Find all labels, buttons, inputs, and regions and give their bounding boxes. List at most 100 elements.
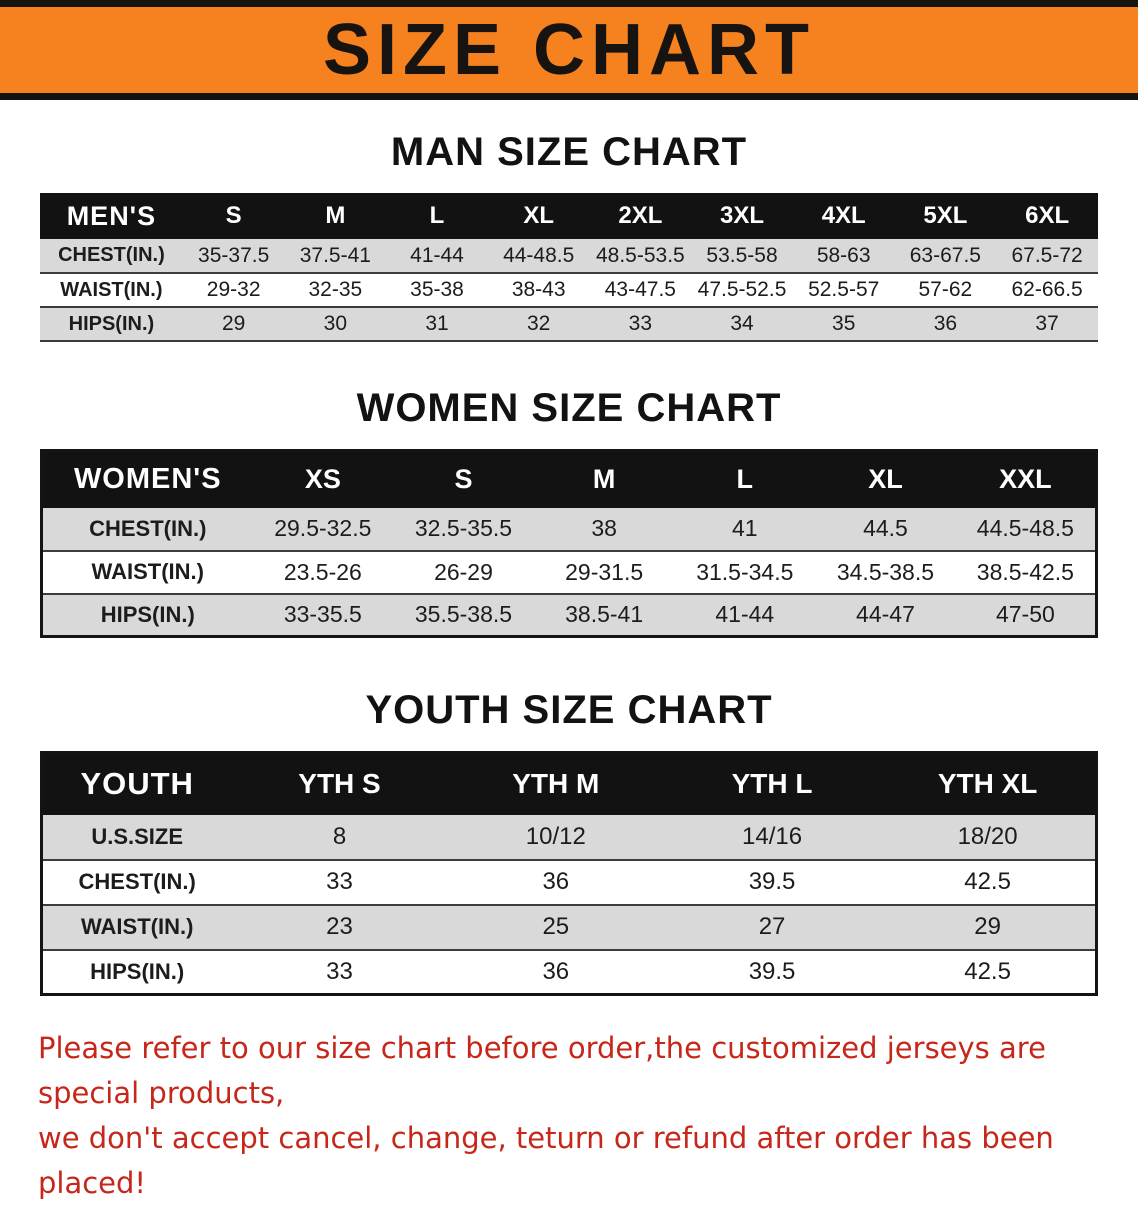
page-title: SIZE CHART xyxy=(323,10,815,90)
row-label: CHEST(IN.) xyxy=(40,239,183,274)
row-label: HIPS(IN.) xyxy=(40,307,183,342)
size-value: 23.5-26 xyxy=(252,550,394,595)
size-value: 14/16 xyxy=(663,814,881,861)
size-value: 26-29 xyxy=(393,550,534,595)
size-value: 34.5-38.5 xyxy=(815,550,956,595)
women-size-header: M xyxy=(533,450,675,508)
size-value: 32 xyxy=(487,307,590,342)
row-label: HIPS(IN.) xyxy=(41,949,232,996)
women-waist-row: WAIST(IN.) 23.5-26 26-29 29-31.5 31.5-34… xyxy=(41,550,1097,595)
youth-header-row: YOUTH YTH S YTH M YTH L YTH XL xyxy=(41,752,1097,815)
women-table-head: WOMEN'S XS S M L XL XXL xyxy=(41,450,1097,508)
size-value: 43-47.5 xyxy=(589,273,692,308)
men-size-header: 5XL xyxy=(894,193,997,239)
women-header-row: WOMEN'S XS S M L XL XXL xyxy=(41,450,1097,508)
size-value: 41-44 xyxy=(386,239,488,274)
size-value: 8 xyxy=(231,814,448,861)
women-section: WOMEN SIZE CHART WOMEN'S XS S M L XL XXL… xyxy=(0,386,1138,638)
size-value: 35-38 xyxy=(386,273,488,308)
youth-size-header: YTH XL xyxy=(880,752,1097,815)
size-value: 33 xyxy=(589,307,692,342)
size-value: 29-31.5 xyxy=(533,550,675,595)
size-value: 37 xyxy=(996,307,1098,342)
size-value: 47-50 xyxy=(955,593,1097,638)
youth-size-table: YOUTH YTH S YTH M YTH L YTH XL U.S.SIZE … xyxy=(40,751,1098,996)
men-corner-header: MEN'S xyxy=(40,193,183,239)
size-value: 38.5-41 xyxy=(533,593,675,638)
youth-ussize-row: U.S.SIZE 8 10/12 14/16 18/20 xyxy=(41,814,1097,861)
size-value: 33-35.5 xyxy=(252,593,394,638)
men-hips-row: HIPS(IN.) 29 30 31 32 33 34 35 36 37 xyxy=(40,307,1098,342)
size-value: 52.5-57 xyxy=(792,273,895,308)
row-label: WAIST(IN.) xyxy=(41,550,253,595)
size-value: 36 xyxy=(447,949,664,996)
men-size-header: M xyxy=(284,193,387,239)
size-value: 42.5 xyxy=(880,859,1097,906)
size-value: 18/20 xyxy=(880,814,1097,861)
size-value: 10/12 xyxy=(447,814,664,861)
men-heading: MAN SIZE CHART xyxy=(390,130,748,174)
row-label: WAIST(IN.) xyxy=(41,904,232,951)
women-size-header: XS xyxy=(252,450,394,508)
size-value: 38-43 xyxy=(487,273,590,308)
size-value: 35-37.5 xyxy=(182,239,285,274)
size-value: 27 xyxy=(663,904,881,951)
size-value: 38 xyxy=(533,507,675,552)
size-value: 33 xyxy=(231,949,448,996)
size-value: 36 xyxy=(894,307,997,342)
order-notice-line2: we don't accept cancel, change, teturn o… xyxy=(38,1120,1054,1200)
men-size-header: S xyxy=(182,193,285,239)
size-value: 53.5-58 xyxy=(691,239,793,274)
size-value: 44-47 xyxy=(815,593,956,638)
size-value: 29.5-32.5 xyxy=(252,507,394,552)
banner: SIZE CHART xyxy=(0,0,1138,100)
size-value: 29-32 xyxy=(182,273,285,308)
size-value: 32-35 xyxy=(284,273,387,308)
women-size-header: XXL xyxy=(955,450,1097,508)
women-size-header: S xyxy=(393,450,534,508)
youth-waist-row: WAIST(IN.) 23 25 27 29 xyxy=(41,904,1097,951)
men-size-table: MEN'S S M L XL 2XL 3XL 4XL 5XL 6XL CHEST… xyxy=(40,193,1098,342)
size-value: 35 xyxy=(792,307,895,342)
size-value: 39.5 xyxy=(663,949,881,996)
size-value: 47.5-52.5 xyxy=(691,273,793,308)
youth-chest-row: CHEST(IN.) 33 36 39.5 42.5 xyxy=(41,859,1097,906)
size-value: 25 xyxy=(447,904,664,951)
youth-hips-row: HIPS(IN.) 33 36 39.5 42.5 xyxy=(41,949,1097,996)
row-label: U.S.SIZE xyxy=(41,814,232,861)
size-value: 62-66.5 xyxy=(996,273,1098,308)
women-hips-row: HIPS(IN.) 33-35.5 35.5-38.5 38.5-41 41-4… xyxy=(41,593,1097,638)
size-value: 23 xyxy=(231,904,448,951)
size-value: 29 xyxy=(182,307,285,342)
size-value: 30 xyxy=(284,307,387,342)
youth-size-header: YTH M xyxy=(447,752,664,815)
men-size-header: 6XL xyxy=(996,193,1098,239)
women-size-table: WOMEN'S XS S M L XL XXL CHEST(IN.) 29.5-… xyxy=(40,449,1098,638)
size-value: 39.5 xyxy=(663,859,881,906)
size-value: 44.5-48.5 xyxy=(955,507,1097,552)
women-chest-row: CHEST(IN.) 29.5-32.5 32.5-35.5 38 41 44.… xyxy=(41,507,1097,552)
size-value: 32.5-35.5 xyxy=(393,507,534,552)
order-notice: Please refer to our size chart before or… xyxy=(38,1026,1100,1206)
men-waist-row: WAIST(IN.) 29-32 32-35 35-38 38-43 43-47… xyxy=(40,273,1098,308)
size-value: 29 xyxy=(880,904,1097,951)
youth-section: YOUTH SIZE CHART YOUTH YTH S YTH M YTH L… xyxy=(0,688,1138,996)
men-table-body: CHEST(IN.) 35-37.5 37.5-41 41-44 44-48.5… xyxy=(40,239,1098,342)
men-size-header: 4XL xyxy=(792,193,895,239)
row-label: CHEST(IN.) xyxy=(41,859,232,906)
youth-table-head: YOUTH YTH S YTH M YTH L YTH XL xyxy=(41,752,1097,815)
men-chest-row: CHEST(IN.) 35-37.5 37.5-41 41-44 44-48.5… xyxy=(40,239,1098,274)
row-label: CHEST(IN.) xyxy=(41,507,253,552)
men-size-header: 2XL xyxy=(589,193,692,239)
size-value: 48.5-53.5 xyxy=(589,239,692,274)
men-header-row: MEN'S S M L XL 2XL 3XL 4XL 5XL 6XL xyxy=(40,193,1098,239)
women-heading: WOMEN SIZE CHART xyxy=(356,386,782,430)
men-size-header: 3XL xyxy=(691,193,793,239)
youth-heading: YOUTH SIZE CHART xyxy=(365,688,773,732)
size-value: 41 xyxy=(674,507,816,552)
size-value: 44.5 xyxy=(815,507,956,552)
size-value: 42.5 xyxy=(880,949,1097,996)
size-value: 58-63 xyxy=(792,239,895,274)
size-value: 67.5-72 xyxy=(996,239,1098,274)
